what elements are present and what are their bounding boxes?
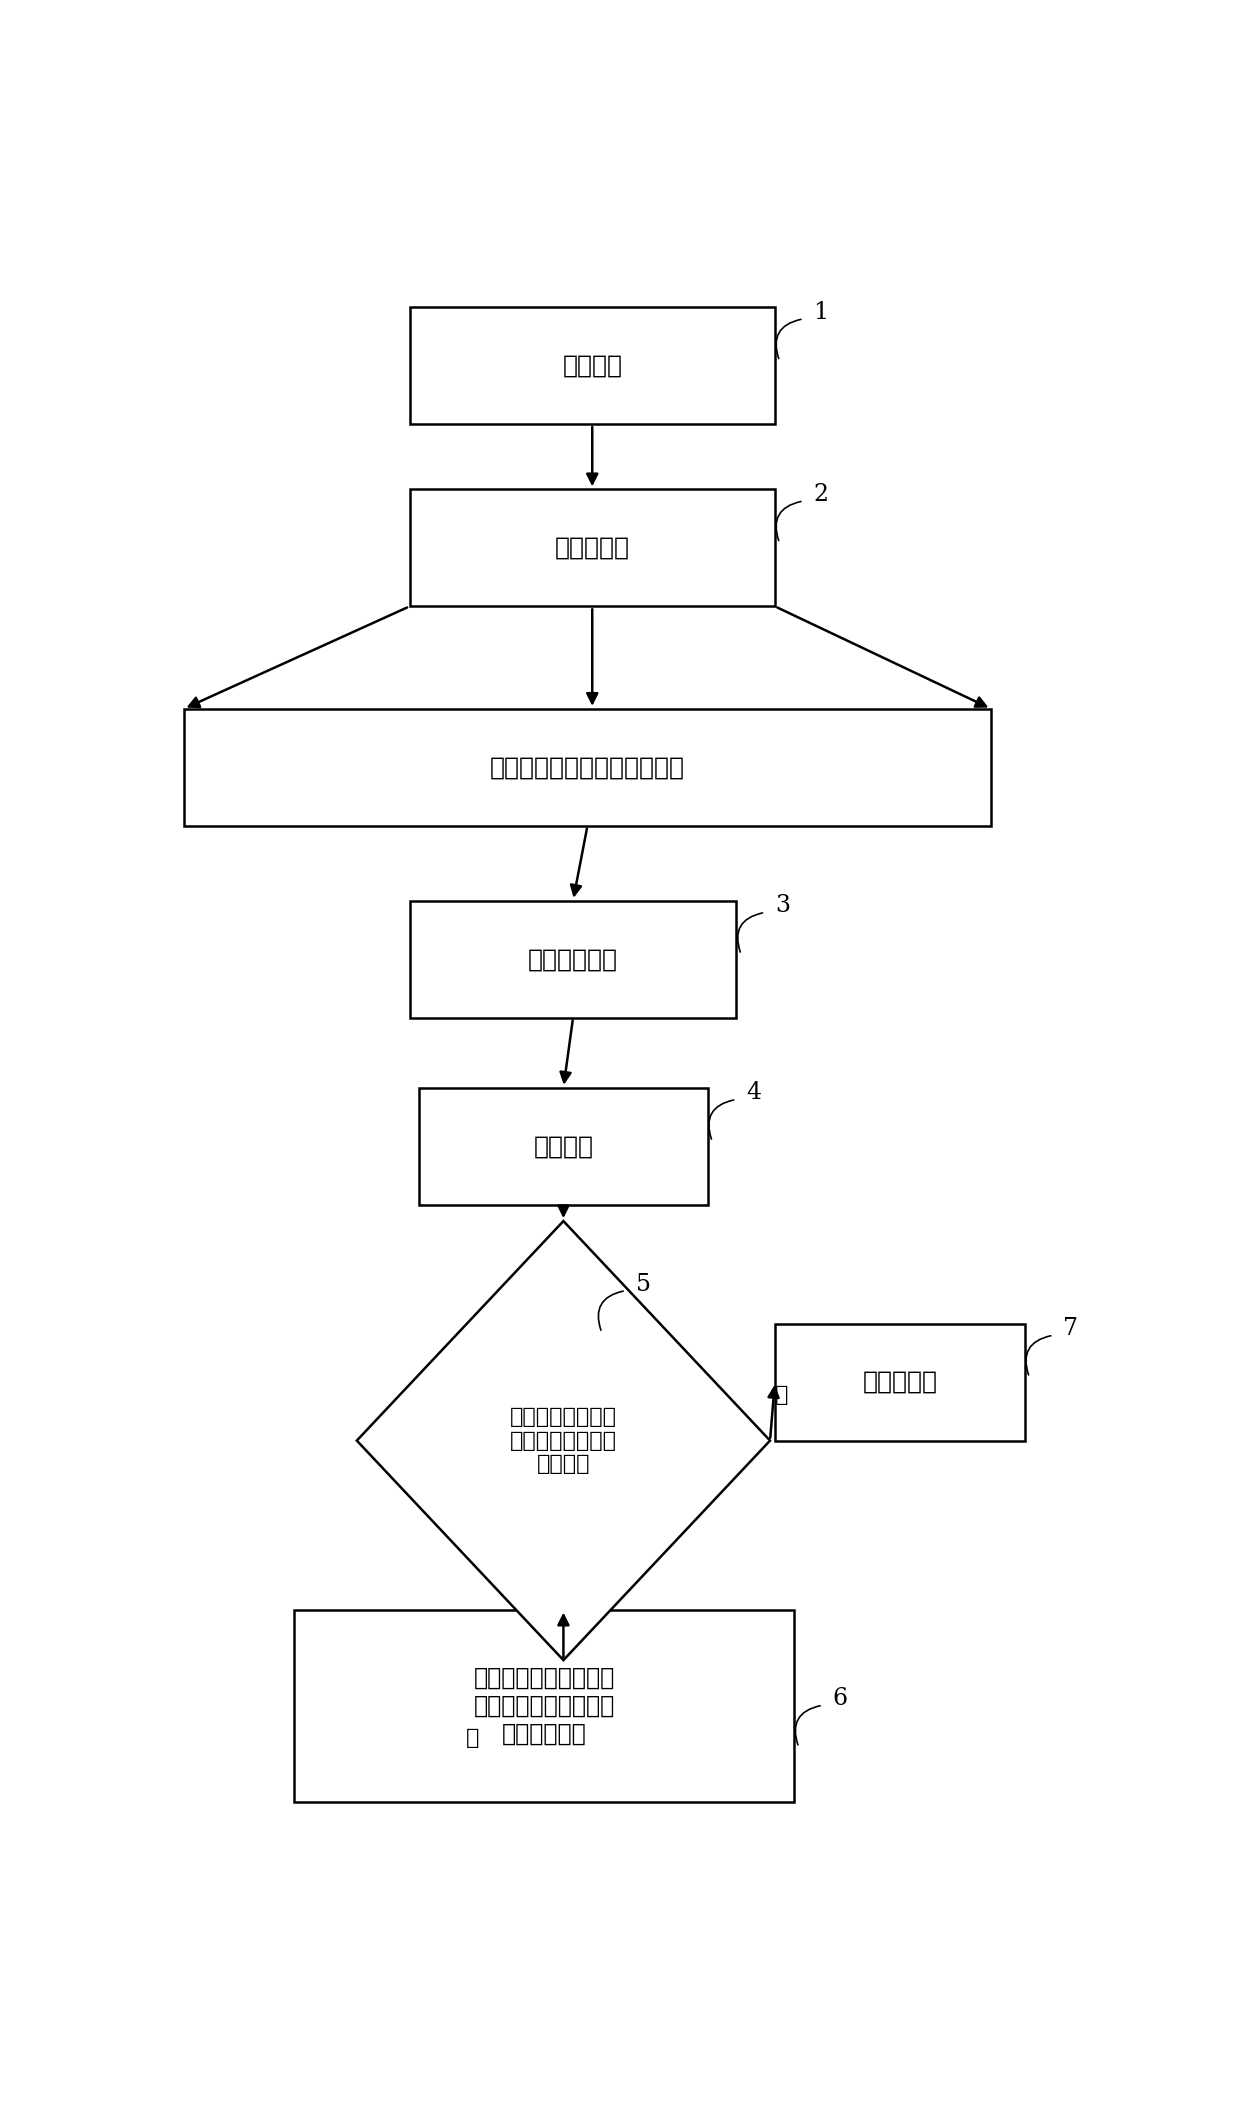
Text: 频谱中是否在小于
转频频域范围内出
现谱峰？: 频谱中是否在小于 转频频域范围内出 现谱峰？ [510, 1407, 618, 1474]
Text: 7: 7 [1063, 1318, 1078, 1341]
FancyBboxPatch shape [419, 1088, 708, 1204]
Text: 4: 4 [746, 1081, 761, 1105]
Text: 小波包分解: 小波包分解 [554, 536, 630, 560]
FancyBboxPatch shape [184, 710, 991, 826]
Text: 5: 5 [635, 1274, 651, 1295]
Text: 发生颤振，且该频率即
为系统该切削参数下系
统的颤振基频: 发生颤振，且该频率即 为系统该切削参数下系 统的颤振基频 [474, 1666, 615, 1745]
Text: 是: 是 [465, 1728, 479, 1749]
FancyBboxPatch shape [294, 1609, 794, 1802]
Text: 6: 6 [832, 1687, 848, 1711]
Text: 3: 3 [775, 893, 790, 917]
Text: 否: 否 [775, 1385, 789, 1404]
Text: 信号采集: 信号采集 [562, 353, 622, 378]
Text: 2: 2 [813, 484, 828, 507]
Text: 1: 1 [813, 300, 828, 323]
FancyBboxPatch shape [409, 490, 775, 606]
Text: 频谱分析: 频谱分析 [533, 1134, 594, 1157]
Text: 分解后不同频带尺度下的信号: 分解后不同频带尺度下的信号 [490, 756, 684, 779]
FancyBboxPatch shape [775, 1324, 1024, 1440]
FancyBboxPatch shape [409, 900, 737, 1018]
FancyBboxPatch shape [409, 306, 775, 425]
Text: 希尔伯特变换: 希尔伯特变换 [528, 946, 618, 972]
Text: 未发生颤振: 未发生颤振 [862, 1371, 937, 1394]
Polygon shape [357, 1221, 770, 1660]
